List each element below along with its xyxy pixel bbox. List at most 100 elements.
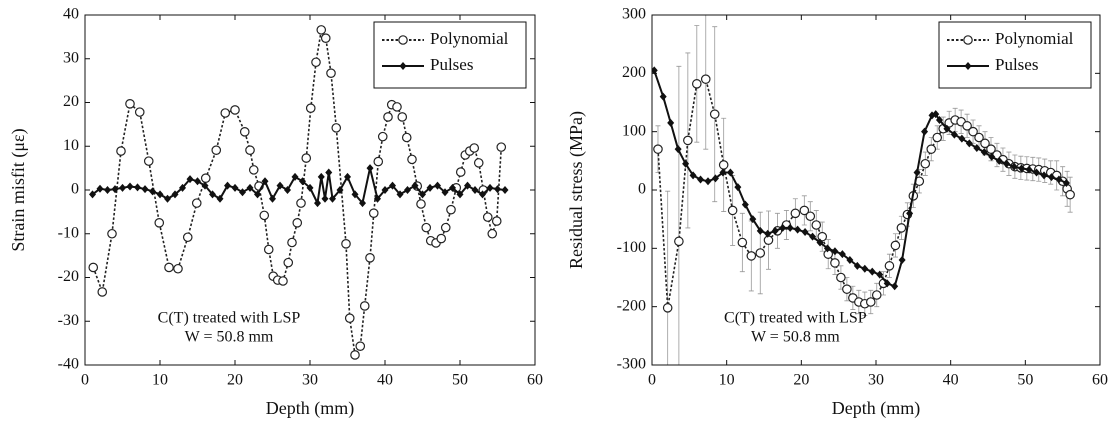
y-axis-label: Strain misfit (με): [8, 128, 29, 251]
marker-diamond: [261, 177, 269, 186]
marker-circle: [125, 99, 135, 109]
x-axis-label: Depth (mm): [832, 398, 920, 419]
series-line: [92, 27, 503, 358]
marker-circle: [305, 103, 316, 113]
marker-circle: [287, 237, 297, 248]
marker-diamond: [995, 156, 1003, 165]
marker-diamond: [404, 186, 411, 194]
marker-diamond: [119, 183, 126, 192]
marker-circle: [383, 112, 393, 122]
marker-circle: [920, 158, 931, 169]
marker-circle: [662, 303, 673, 313]
marker-diamond: [186, 175, 194, 184]
marker-circle: [365, 253, 375, 263]
marker-circle: [344, 313, 355, 323]
marker-circle: [727, 205, 738, 216]
marker-diamond: [479, 190, 486, 199]
marker-circle: [164, 262, 174, 273]
marker-diamond: [366, 164, 374, 173]
y-tick-label: 100: [622, 122, 646, 139]
marker-diamond: [943, 124, 951, 133]
marker-circle: [790, 208, 801, 219]
y-tick-label: -200: [617, 297, 646, 314]
marker-diamond: [329, 194, 336, 203]
marker-circle: [401, 132, 412, 143]
marker-diamond: [779, 223, 787, 232]
marker-diamond: [801, 228, 809, 236]
marker-diamond: [325, 168, 333, 177]
marker-diamond: [336, 186, 344, 194]
marker-circle: [173, 263, 183, 274]
x-tick-label: 50: [1017, 372, 1033, 389]
marker-diamond: [389, 181, 396, 190]
legend-box: [373, 21, 527, 89]
marker-diamond: [734, 183, 742, 192]
annotation: C(T) treated with LSP: [158, 310, 301, 327]
x-tick-label: 40: [377, 372, 393, 389]
marker-diamond: [209, 190, 216, 199]
marker-circle: [154, 218, 165, 228]
marker-diamond: [906, 209, 914, 218]
marker-circle: [278, 276, 288, 286]
marker-circle: [220, 108, 231, 118]
marker-circle: [88, 262, 99, 273]
marker-circle: [709, 109, 720, 119]
marker-circle: [316, 25, 327, 35]
marker-diamond: [988, 152, 996, 161]
marker-circle: [653, 144, 663, 154]
marker-diamond: [764, 229, 772, 238]
marker-diamond: [164, 194, 171, 203]
marker-diamond: [667, 118, 675, 127]
marker-circle: [683, 135, 693, 146]
marker-circle: [350, 350, 360, 360]
marker-diamond: [126, 182, 134, 191]
legend-box: [938, 21, 1092, 89]
marker-diamond: [426, 183, 434, 192]
marker-diamond: [269, 194, 276, 203]
marker-diamond: [682, 159, 690, 168]
marker-diamond: [846, 256, 854, 264]
marker-diamond: [659, 92, 667, 101]
marker-circle: [200, 173, 211, 183]
marker-circle: [455, 167, 466, 177]
x-tick-label: 60: [527, 372, 543, 389]
marker-diamond: [898, 256, 906, 264]
marker-diamond: [964, 62, 972, 70]
marker-circle: [311, 57, 321, 68]
marker-diamond: [823, 244, 831, 253]
marker-diamond: [816, 238, 824, 247]
marker-diamond: [359, 199, 366, 208]
marker-circle: [239, 127, 250, 137]
marker-diamond: [749, 215, 757, 224]
axes-frame: [651, 14, 1101, 366]
marker-diamond: [351, 190, 359, 199]
marker-circle: [107, 228, 117, 239]
marker-circle: [416, 199, 426, 209]
y-tick-label: 200: [622, 64, 646, 81]
marker-diamond: [306, 183, 314, 192]
marker-diamond: [246, 183, 254, 192]
marker-circle: [968, 126, 978, 137]
y-axis-label: Residual stress (MPa): [566, 111, 587, 269]
y-tick-label: 40: [63, 6, 79, 23]
marker-circle: [397, 112, 408, 122]
marker-diamond: [399, 62, 407, 70]
marker-circle: [392, 102, 402, 112]
marker-diamond: [464, 181, 471, 190]
marker-circle: [182, 232, 193, 243]
marker-diamond: [179, 183, 186, 192]
annotation: C(T) treated with LSP: [724, 310, 867, 327]
marker-circle: [491, 216, 502, 226]
marker-circle: [487, 228, 498, 239]
marker-circle: [963, 35, 973, 45]
x-tick-label: 40: [943, 372, 959, 389]
marker-circle: [836, 272, 846, 283]
marker-circle: [283, 257, 294, 268]
marker-diamond: [883, 279, 891, 288]
series-line: [657, 78, 1071, 308]
marker-circle: [292, 218, 303, 228]
marker-circle: [469, 143, 480, 153]
marker-diamond: [291, 172, 299, 181]
marker-diamond: [471, 186, 479, 194]
marker-diamond: [231, 183, 239, 192]
